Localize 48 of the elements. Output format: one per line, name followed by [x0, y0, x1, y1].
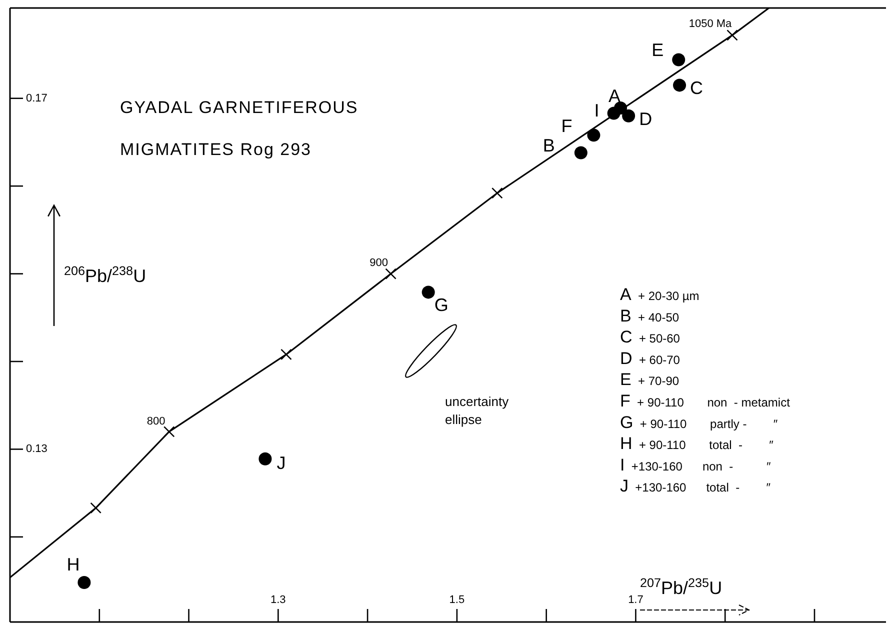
point [258, 452, 272, 466]
point [587, 128, 600, 142]
y-axis-title: $^{206}$Pb/$^{238}$U [64, 264, 146, 286]
annotation: H + 90-110 total - ″ [620, 434, 774, 454]
point [726, 30, 738, 41]
annotation: J +130-160 total - ″ [620, 476, 772, 496]
annotation: 800 [146, 416, 166, 428]
point [385, 268, 396, 280]
annotation: E + 70-90 [620, 370, 680, 390]
annotation: B + 40-50 [620, 306, 680, 326]
x-tick-label: 1.7 [628, 594, 644, 606]
annotation: D [639, 108, 652, 129]
y-tick-label: 0.13 [26, 443, 48, 456]
x-tick-label: 1.5 [449, 594, 465, 606]
point [574, 146, 588, 160]
annotation: F [561, 116, 572, 136]
annotation: I +130-160 non - ″ [620, 455, 772, 474]
point [163, 426, 175, 438]
text: GYADAL GARNETIFEROUS [120, 98, 358, 117]
annotation: F + 90-110 non - metamict [620, 392, 791, 410]
y-tick-label: 0.17 [26, 92, 48, 104]
point [622, 109, 636, 122]
annotation: uncertainty [445, 394, 510, 409]
annotation: C [690, 78, 704, 98]
annotation: D + 60-70 [620, 348, 680, 368]
point [673, 78, 686, 92]
annotation: H [66, 554, 80, 575]
annotation: J [276, 452, 286, 473]
point [78, 576, 91, 590]
annotation: G + 90-110 partly - ″ [620, 412, 778, 432]
annotation: E [652, 40, 664, 60]
x-tick-label: 1.3 [270, 594, 286, 606]
point [607, 106, 620, 120]
annotation: B [542, 136, 555, 156]
annotation: ellipse [445, 412, 482, 427]
annotation: A + 20-30 µm [620, 285, 700, 304]
point [492, 187, 503, 199]
annotation: A [608, 86, 621, 106]
point [90, 502, 102, 514]
text: MIGMATITES Rog 293 [120, 140, 312, 159]
point [280, 348, 292, 360]
point [422, 286, 435, 299]
annotation: 1050 Ma [688, 18, 733, 30]
point [672, 53, 686, 66]
annotation: G [434, 295, 448, 316]
annotation: 900 [370, 256, 388, 269]
annotation: I [594, 100, 600, 120]
annotation: C + 50-60 [620, 328, 680, 347]
